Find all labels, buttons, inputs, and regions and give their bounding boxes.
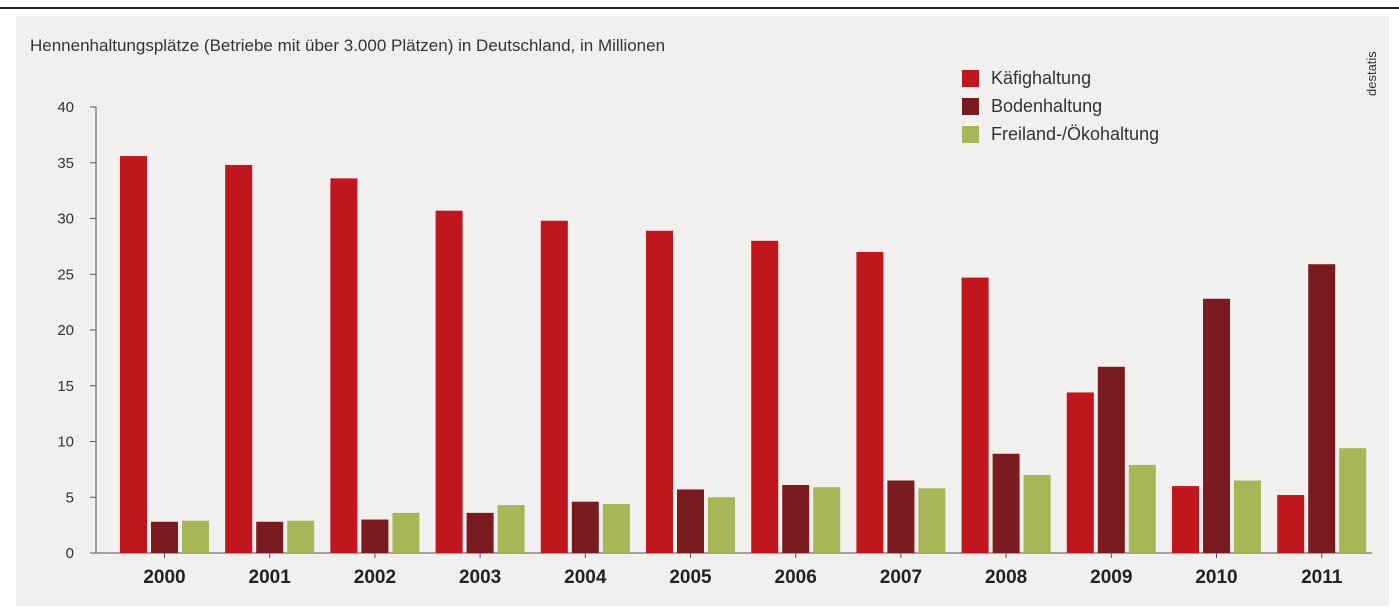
bar-cage-2005 [646, 230, 673, 553]
bar-barn-2007 [887, 480, 915, 553]
bar-barn-2002 [361, 519, 389, 553]
x-tick-label-2010: 2010 [1195, 567, 1237, 588]
bar-free-2006 [813, 487, 841, 553]
y-tick-label-15: 15 [57, 378, 74, 395]
bar-barn-2008 [992, 453, 1020, 553]
legend-label-free: Freiland-/Ökohaltung [991, 123, 1160, 144]
x-tick-label-2001: 2001 [249, 567, 292, 588]
legend-item-barn: Bodenhaltung [962, 92, 1159, 120]
bar-free-2004 [602, 503, 630, 553]
bar-barn-2010 [1203, 298, 1230, 553]
bar-cage-2001 [225, 164, 253, 554]
bar-free-2000 [182, 520, 209, 553]
bar-cage-2003 [435, 210, 463, 553]
y-tick-label-35: 35 [57, 155, 74, 172]
y-tick-label-25: 25 [57, 266, 74, 283]
bar-free-2011 [1339, 448, 1367, 553]
chart-title: Hennenhaltungsplätze (Betriebe mit über … [30, 36, 666, 55]
bar-cage-2007 [856, 251, 884, 553]
legend: Käfighaltung Bodenhaltung Freiland-/Ökoh… [962, 64, 1159, 148]
bar-barn-2009 [1097, 366, 1125, 553]
x-tick-label-2002: 2002 [354, 567, 396, 588]
y-tick-label-0: 0 [66, 545, 74, 562]
legend-swatch-free [962, 125, 979, 143]
y-tick-label-40: 40 [57, 99, 74, 116]
bar-barn-2005 [677, 489, 704, 553]
bar-free-2010 [1234, 480, 1261, 553]
x-tick-label-2006: 2006 [775, 567, 817, 588]
x-tick-label-2005: 2005 [669, 567, 712, 588]
bar-cage-2002 [330, 178, 358, 554]
bar-cage-2009 [1066, 392, 1094, 553]
bar-cage-2000 [120, 156, 147, 553]
y-tick-label-30: 30 [57, 211, 74, 228]
x-tick-label-2003: 2003 [459, 567, 501, 588]
bar-cage-2011 [1277, 495, 1305, 553]
x-tick-label-2009: 2009 [1090, 567, 1132, 588]
bar-barn-2011 [1308, 264, 1336, 553]
top-rule [0, 7, 1399, 9]
bar-free-2009 [1128, 464, 1156, 553]
bar-barn-2001 [256, 521, 284, 553]
bar-free-2007 [918, 488, 946, 553]
bar-barn-2003 [466, 512, 494, 553]
legend-item-cage: Käfighaltung [962, 64, 1159, 92]
bar-cage-2010 [1172, 486, 1199, 553]
y-tick-label-20: 20 [57, 322, 74, 339]
bar-cage-2006 [751, 240, 779, 554]
bar-barn-2006 [782, 484, 810, 553]
legend-swatch-cage [962, 69, 979, 87]
bar-free-2008 [1023, 474, 1051, 553]
bar-free-2003 [497, 505, 525, 553]
bar-barn-2004 [571, 501, 599, 553]
bar-free-2002 [392, 512, 420, 553]
legend-swatch-barn [962, 97, 979, 115]
x-tick-label-2008: 2008 [985, 567, 1027, 588]
bar-cage-2004 [540, 220, 568, 554]
bar-free-2005 [708, 497, 735, 553]
x-tick-label-2000: 2000 [143, 567, 185, 588]
y-tick-label-5: 5 [66, 489, 74, 506]
legend-item-free: Freiland-/Ökohaltung [962, 120, 1159, 148]
bar-barn-2000 [151, 521, 178, 553]
x-tick-label-2004: 2004 [564, 567, 607, 588]
x-tick-label-2011: 2011 [1301, 567, 1343, 588]
legend-label-cage: Käfighaltung [991, 67, 1092, 88]
y-tick-label-10: 10 [57, 434, 74, 451]
bar-free-2001 [287, 520, 315, 553]
x-tick-label-2007: 2007 [880, 567, 922, 588]
legend-label-barn: Bodenhaltung [991, 95, 1103, 116]
bar-cage-2008 [961, 277, 989, 553]
